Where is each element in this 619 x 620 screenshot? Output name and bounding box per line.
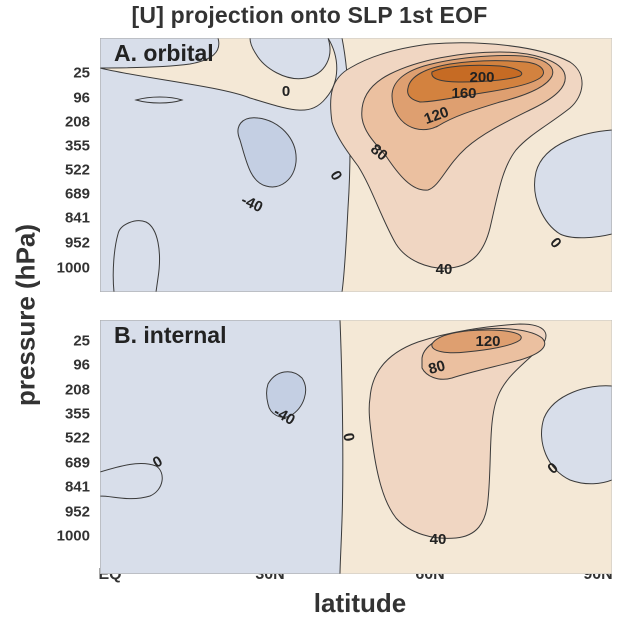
y-tick-841: 841	[64, 209, 90, 227]
y-tick-952: 952	[64, 503, 90, 521]
internal-negative-east	[541, 385, 612, 485]
y-tick-841: 841	[64, 478, 90, 496]
internal-negative-strong	[266, 371, 306, 418]
x-axis-label: latitude	[313, 588, 407, 618]
internal-clabel-80: 80	[427, 357, 448, 378]
orbital-clabel-0-top: 0	[282, 83, 290, 100]
orbital-negative-sw-patch	[112, 220, 160, 292]
y-tick-96: 96	[73, 356, 90, 374]
y-tick-952: 952	[64, 234, 90, 252]
y-tick-689: 689	[64, 185, 90, 203]
y-tick-355: 355	[64, 405, 90, 423]
panel-label-orbital: A. orbital	[114, 40, 214, 66]
internal-clabel-40: 40	[430, 531, 447, 548]
panel-label-internal: B. internal	[114, 322, 227, 348]
internal-clabel-0-mid: 0	[339, 432, 357, 443]
panel-internal: 120 80 -40 0 0 0 40 B. internal 25 96 20…	[57, 320, 612, 574]
y-tick-1000: 1000	[56, 259, 90, 277]
orbital-clabel-160: 160	[451, 85, 476, 102]
y-tick-1000: 1000	[56, 527, 90, 545]
chart-title: [U] projection onto SLP 1st EOF	[131, 2, 488, 28]
y-tick-25: 25	[73, 64, 90, 82]
orbital-negative-sliver	[134, 96, 184, 104]
panel-orbital-contour-plot: 0 0 -40 80 120 160 200 0 40	[100, 38, 612, 292]
orbital-negative-top	[249, 38, 331, 80]
y-axis-label: pressure (hPa)	[10, 223, 41, 407]
y-tick-522: 522	[64, 161, 90, 179]
orbital-positive-200	[431, 64, 523, 83]
y-tick-208: 208	[64, 113, 90, 131]
y-tick-96: 96	[73, 89, 90, 107]
orbital-negative-main	[100, 38, 220, 69]
internal-positive-120	[431, 329, 522, 354]
y-tick-208: 208	[64, 381, 90, 399]
y-tick-355: 355	[64, 137, 90, 155]
orbital-negative-east	[534, 129, 612, 239]
internal-clabel-120: 120	[475, 333, 500, 350]
panel-internal-contour-plot: 120 80 -40 0 0 0 40	[100, 320, 612, 574]
orbital-clabel-40: 40	[436, 261, 453, 278]
y-tick-522: 522	[64, 429, 90, 447]
panel-orbital: 0 0 -40 80 120 160 200 0 40 A. orbital 2…	[57, 38, 612, 292]
orbital-negative-strong	[237, 117, 297, 188]
orbital-clabel-200: 200	[469, 69, 494, 86]
y-tick-689: 689	[64, 454, 90, 472]
y-tick-25: 25	[73, 332, 90, 350]
internal-negative-west	[100, 320, 344, 574]
